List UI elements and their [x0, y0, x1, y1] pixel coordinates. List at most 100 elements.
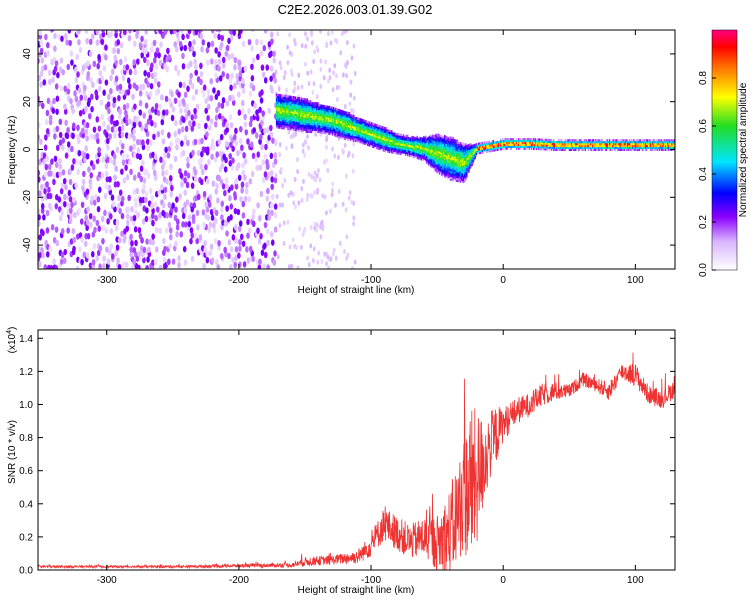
- noise-cell: [215, 259, 219, 266]
- ridge-cell: [288, 122, 290, 125]
- ridge-cell: [475, 145, 478, 148]
- noise-cell: [269, 50, 273, 57]
- ridge-cell: [316, 111, 318, 114]
- ridge-cell: [494, 149, 497, 152]
- noise-cell: [129, 251, 134, 258]
- noise-cell: [59, 187, 64, 195]
- ridge-cell: [275, 120, 278, 123]
- ridge-cell: [472, 159, 474, 162]
- ridge-cell: [468, 164, 470, 168]
- ridge-cell: [290, 101, 293, 104]
- ridge-cell: [373, 140, 375, 143]
- ridge-cell: [568, 143, 571, 146]
- ridge-cell: [436, 161, 438, 164]
- ridge-cell: [439, 151, 442, 155]
- ridge-cell: [471, 156, 473, 159]
- ridge-cell: [419, 146, 422, 149]
- ridge-cell: [449, 168, 451, 171]
- ridge-cell: [390, 143, 392, 146]
- noise-cell: [112, 96, 117, 104]
- ridge-cell: [448, 169, 450, 173]
- ridge-cell: [305, 127, 307, 130]
- noise-cell: [117, 94, 121, 102]
- ridge-cell: [326, 126, 329, 129]
- ridge-cell: [354, 137, 356, 141]
- ridge-cell: [467, 151, 469, 155]
- ridge-cell: [309, 121, 312, 124]
- ridge-cell: [410, 145, 412, 148]
- ridge-cell: [369, 125, 372, 128]
- ridge-cell: [335, 121, 337, 124]
- ridge-cell: [449, 160, 451, 164]
- ridge-cell: [438, 162, 441, 165]
- ridge-cell: [562, 143, 564, 146]
- ridge-cell: [468, 168, 470, 172]
- ridge-cell: [492, 143, 495, 146]
- ridge-cell: [289, 122, 292, 125]
- noise-cell: [270, 209, 274, 217]
- ridge-cell: [345, 128, 348, 131]
- ridge-cell: [286, 121, 288, 125]
- noise-cell: [38, 121, 41, 128]
- ridge-cell: [354, 118, 356, 121]
- ridge-cell: [383, 142, 386, 145]
- noise-cell: [117, 237, 122, 244]
- noise-cell: [156, 87, 161, 95]
- ridge-cell: [455, 168, 458, 171]
- ridge-cell: [504, 139, 506, 143]
- ridge-cell: [372, 128, 374, 131]
- ridge-cell: [561, 143, 563, 146]
- ridge-cell: [300, 105, 302, 108]
- ridge-cell: [374, 123, 376, 126]
- ridge-cell: [414, 144, 416, 147]
- ridge-cell: [440, 162, 443, 165]
- noise-cell: [58, 131, 63, 139]
- noise-cell: [229, 84, 233, 91]
- ridge-cell: [528, 143, 530, 146]
- ridge-cell: [276, 118, 279, 121]
- noise-cell: [199, 163, 204, 170]
- noise-cell: [96, 196, 101, 203]
- noise-cell: [212, 227, 217, 234]
- ridge-cell: [338, 114, 340, 117]
- ridge-cell: [328, 107, 331, 111]
- ridge-cell: [417, 140, 419, 143]
- ridge-cell: [279, 107, 281, 110]
- noise-cell: [242, 261, 247, 268]
- noise-cell: [153, 258, 158, 266]
- noise-cell: [326, 167, 330, 174]
- noise-cell: [293, 176, 297, 183]
- ridge-cell: [501, 144, 503, 147]
- ridge-cell: [432, 165, 434, 168]
- ridge-cell: [303, 122, 305, 126]
- ridge-cell: [463, 154, 465, 157]
- ridge-cell: [403, 142, 406, 145]
- ridge-cell: [327, 121, 330, 124]
- ridge-cell: [547, 140, 549, 143]
- ridge-cell: [451, 167, 453, 170]
- ridge-cell: [448, 154, 450, 157]
- ridge-cell: [355, 134, 357, 137]
- ridge-cell: [432, 146, 434, 149]
- ridge-cell: [311, 102, 314, 105]
- ridge-cell: [427, 147, 429, 150]
- ridge-cell: [292, 119, 295, 122]
- ridge-cell: [334, 122, 336, 125]
- ridge-cell: [448, 158, 450, 161]
- ridge-cell: [410, 148, 412, 152]
- noise-cell: [327, 30, 330, 37]
- noise-cell: [251, 220, 256, 228]
- ridge-cell: [504, 141, 506, 145]
- ridge-cell: [435, 149, 437, 152]
- noise-cell: [258, 106, 262, 114]
- ridge-cell: [313, 117, 316, 120]
- noise-cell: [281, 202, 285, 208]
- noise-cell: [43, 171, 48, 178]
- noise-cell: [200, 137, 204, 145]
- noise-cell: [91, 33, 95, 40]
- noise-cell: [151, 219, 155, 227]
- ridge-cell: [390, 141, 392, 144]
- noise-cell: [141, 46, 145, 54]
- noise-cell: [176, 30, 180, 33]
- ridge-cell: [322, 131, 324, 134]
